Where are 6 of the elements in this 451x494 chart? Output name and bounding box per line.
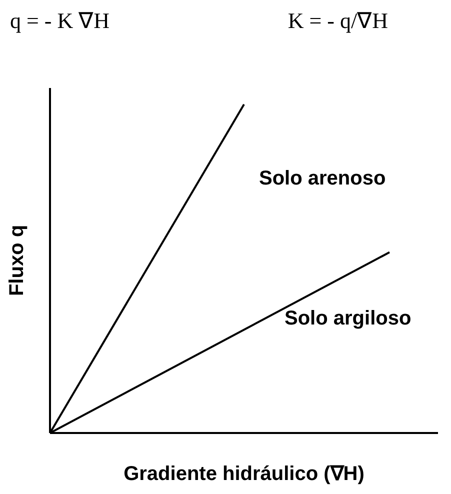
series-label: Solo argiloso xyxy=(284,307,412,330)
x-axis-title: Gradiente hidráulico (∇H) xyxy=(124,463,364,485)
text: q = - K ∇H xyxy=(10,8,110,35)
text: Solo arenoso xyxy=(259,167,386,190)
text: K = - q/∇H xyxy=(288,8,388,35)
y-axis-title: Fluxo q xyxy=(6,224,28,296)
